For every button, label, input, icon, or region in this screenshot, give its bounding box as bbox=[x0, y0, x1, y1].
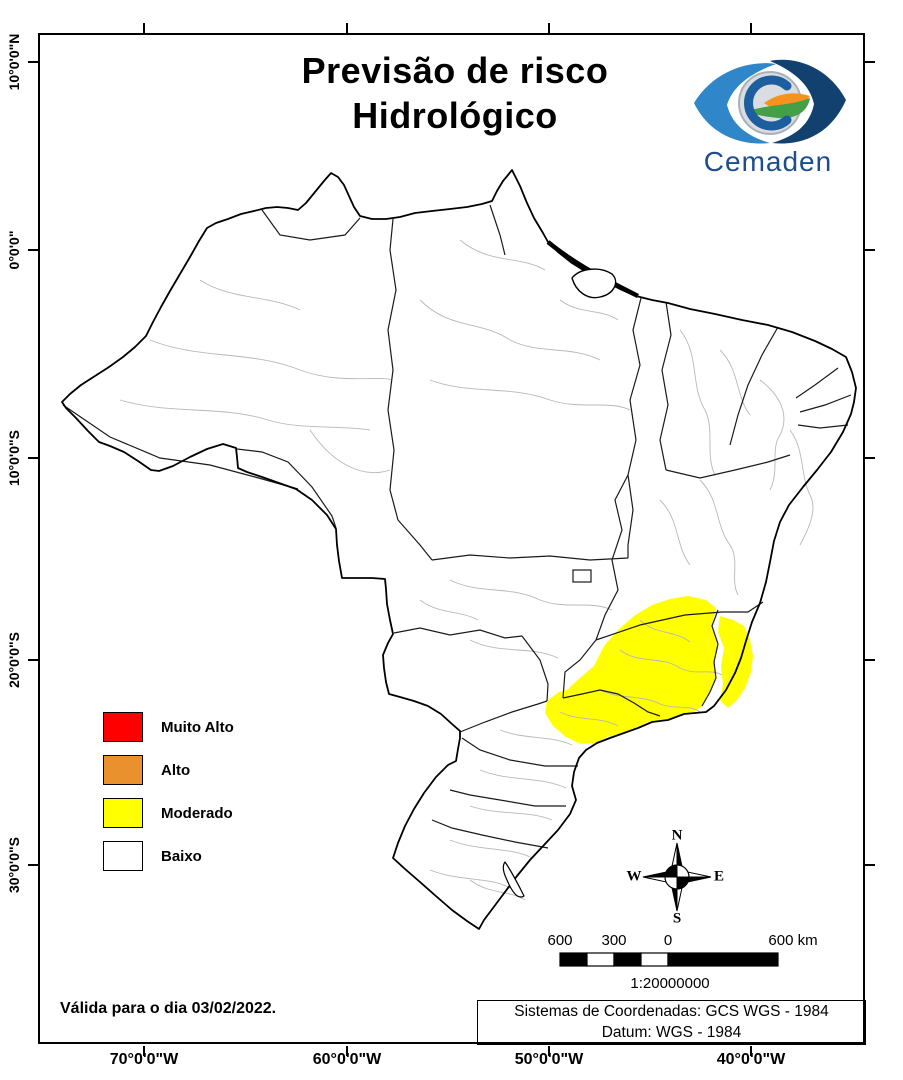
cemaden-logo-icon bbox=[694, 59, 846, 144]
compass-w: W bbox=[626, 868, 642, 885]
coordinate-system-line2: Datum: WGS - 1984 bbox=[601, 1023, 742, 1041]
legend-swatch-baixo bbox=[103, 841, 143, 871]
lat-label-0: 0°0'0" bbox=[6, 230, 22, 270]
risk-region-moderado bbox=[545, 596, 753, 744]
scale-label-300: 300 bbox=[601, 932, 627, 949]
legend-item-alto: Alto bbox=[103, 755, 234, 785]
map-title-line2: Hidrológico bbox=[352, 95, 558, 137]
lat-label-10s: 10°0'0"S bbox=[6, 429, 22, 487]
legend-swatch-muito-alto bbox=[103, 712, 143, 742]
compass-n: N bbox=[671, 827, 683, 844]
legend-label-moderado: Moderado bbox=[161, 804, 233, 822]
map-title-line1: Previsão de risco bbox=[301, 50, 609, 91]
coordinate-system-box: Sistemas de Coordenadas: GCS WGS - 1984 … bbox=[477, 1000, 866, 1045]
coordinate-system-line1: Sistemas de Coordenadas: GCS WGS - 1984 bbox=[514, 1003, 829, 1021]
lat-label-20s: 20°0'0"S bbox=[6, 631, 22, 689]
brazil-outline bbox=[61, 169, 857, 930]
map-title: Previsão de risco Hidrológico bbox=[180, 48, 730, 139]
legend-item-baixo: Baixo bbox=[103, 841, 234, 871]
compass-rose bbox=[642, 842, 712, 912]
legend-label-baixo: Baixo bbox=[161, 847, 202, 865]
lon-label-40w: 40°0'0"W bbox=[716, 1051, 786, 1068]
legend-label-muito-alto: Muito Alto bbox=[161, 718, 234, 736]
lat-label-30s: 30°0'0"S bbox=[6, 836, 22, 894]
lon-label-60w: 60°0'0"W bbox=[312, 1051, 382, 1068]
cemaden-logo-text: Cemaden bbox=[703, 146, 833, 177]
graticule-ticks bbox=[28, 23, 875, 1056]
municipality-boundaries bbox=[119, 239, 814, 901]
scale-label-600-km: 600 km bbox=[768, 932, 818, 949]
compass-e: E bbox=[713, 868, 725, 885]
legend-swatch-alto bbox=[103, 755, 143, 785]
compass-s: S bbox=[672, 910, 682, 927]
scale-label-600-left: 600 bbox=[547, 932, 573, 949]
state-boundaries bbox=[62, 204, 852, 849]
legend-swatch-moderado bbox=[103, 798, 143, 828]
lon-label-50w: 50°0'0"W bbox=[514, 1051, 584, 1068]
legend-item-moderado: Moderado bbox=[103, 798, 234, 828]
lon-label-70w: 70°0'0"W bbox=[109, 1051, 179, 1068]
lat-label-10n: 10°0'0"N bbox=[6, 33, 22, 91]
legend-label-alto: Alto bbox=[161, 761, 191, 779]
validity-note: Válida para o dia 03/02/2022. bbox=[60, 1000, 277, 1017]
map-frame bbox=[38, 33, 865, 1044]
legend: Muito Alto Alto Moderado Baixo bbox=[103, 712, 234, 871]
scale-ratio: 1:20000000 bbox=[630, 975, 710, 992]
scale-label-0: 0 bbox=[663, 932, 673, 949]
legend-item-muito-alto: Muito Alto bbox=[103, 712, 234, 742]
scale-bar bbox=[559, 952, 779, 967]
